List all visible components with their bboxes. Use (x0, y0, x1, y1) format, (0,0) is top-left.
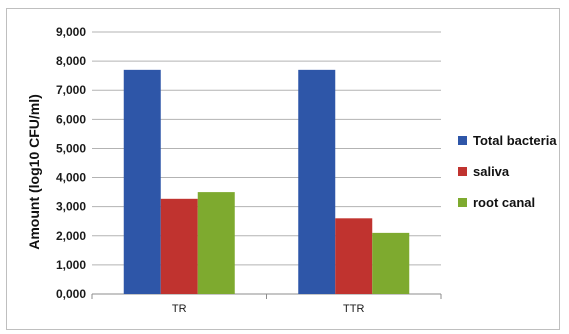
x-tick-label: TTR (343, 303, 364, 315)
y-tick-label: 1,000 (56, 258, 86, 272)
y-tick-label: 9,000 (56, 25, 86, 39)
x-axis-ticks: TR TTR (91, 294, 442, 315)
legend-label: Total bacteria (473, 133, 557, 148)
y-tick-label: 5,000 (56, 141, 86, 155)
bar-ttr-saliva (335, 218, 373, 294)
bar-ttr-total-bacteria (298, 69, 336, 294)
legend-swatch (458, 136, 467, 145)
chart-frame (6, 8, 560, 330)
y-tick-label: 8,000 (56, 54, 86, 68)
x-tick-label: TR (172, 303, 187, 315)
y-tick-label: 2,000 (56, 229, 86, 243)
bar-tr-saliva (160, 198, 198, 294)
bar-tr-root-canal (197, 192, 235, 294)
y-tick-label: 0,000 (56, 287, 86, 301)
y-tick-label: 6,000 (56, 112, 86, 126)
y-axis-title: Amount (log10 CFU/ml) (26, 94, 42, 250)
bar-tr-total-bacteria (123, 69, 161, 294)
y-tick-label: 4,000 (56, 171, 86, 185)
legend-label: saliva (473, 164, 510, 179)
y-tick-label: 7,000 (56, 83, 86, 97)
legend: Total bacteria saliva root canal (458, 133, 557, 210)
bars (123, 69, 410, 294)
bar-ttr-root-canal (372, 232, 410, 294)
legend-label: root canal (473, 195, 535, 210)
y-axis-ticks: 0,000 1,000 2,000 3,000 4,000 5,000 6,000 7,000… (56, 25, 86, 301)
y-tick-label: 3,000 (56, 200, 86, 214)
legend-swatch (458, 198, 467, 207)
legend-swatch (458, 167, 467, 176)
